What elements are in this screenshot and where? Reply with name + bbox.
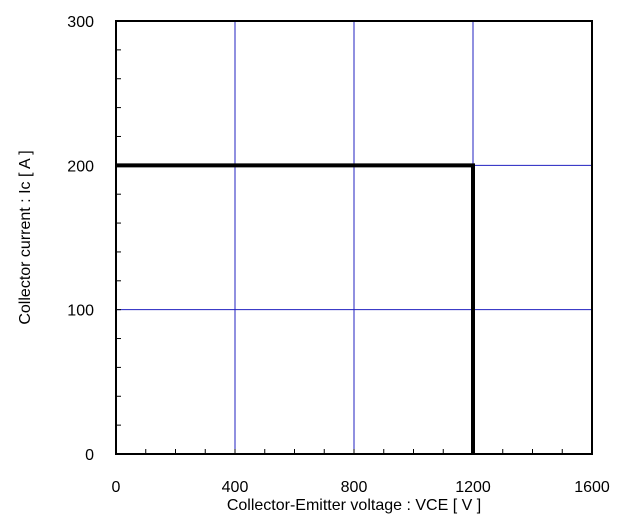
- grid-lines: [116, 21, 592, 454]
- plot-frame: [115, 20, 593, 455]
- x-tick-label-1600: 1600: [574, 479, 610, 496]
- x-axis-title: Collector-Emitter voltage : VCE [ V ]: [227, 497, 481, 514]
- x-tick-label-1200: 1200: [455, 479, 491, 496]
- y-tick-label-100: 100: [67, 303, 94, 320]
- x-tick-label-800: 800: [341, 479, 368, 496]
- x-tick-labels: 0 400 800 1200 1600: [112, 479, 610, 496]
- y-tick-label-200: 200: [67, 158, 94, 175]
- x-tick-label-400: 400: [222, 479, 249, 496]
- y-tick-label-0: 0: [85, 447, 94, 464]
- minor-ticks: [116, 49, 563, 454]
- y-tick-labels: 0 100 200 300: [67, 14, 94, 464]
- x-tick-label-0: 0: [112, 479, 121, 496]
- series-line-0: [116, 163, 475, 454]
- y-axis-title: Collector current : Ic [ A ]: [17, 150, 34, 324]
- y-tick-label-300: 300: [67, 14, 94, 31]
- series-layer: [116, 163, 475, 454]
